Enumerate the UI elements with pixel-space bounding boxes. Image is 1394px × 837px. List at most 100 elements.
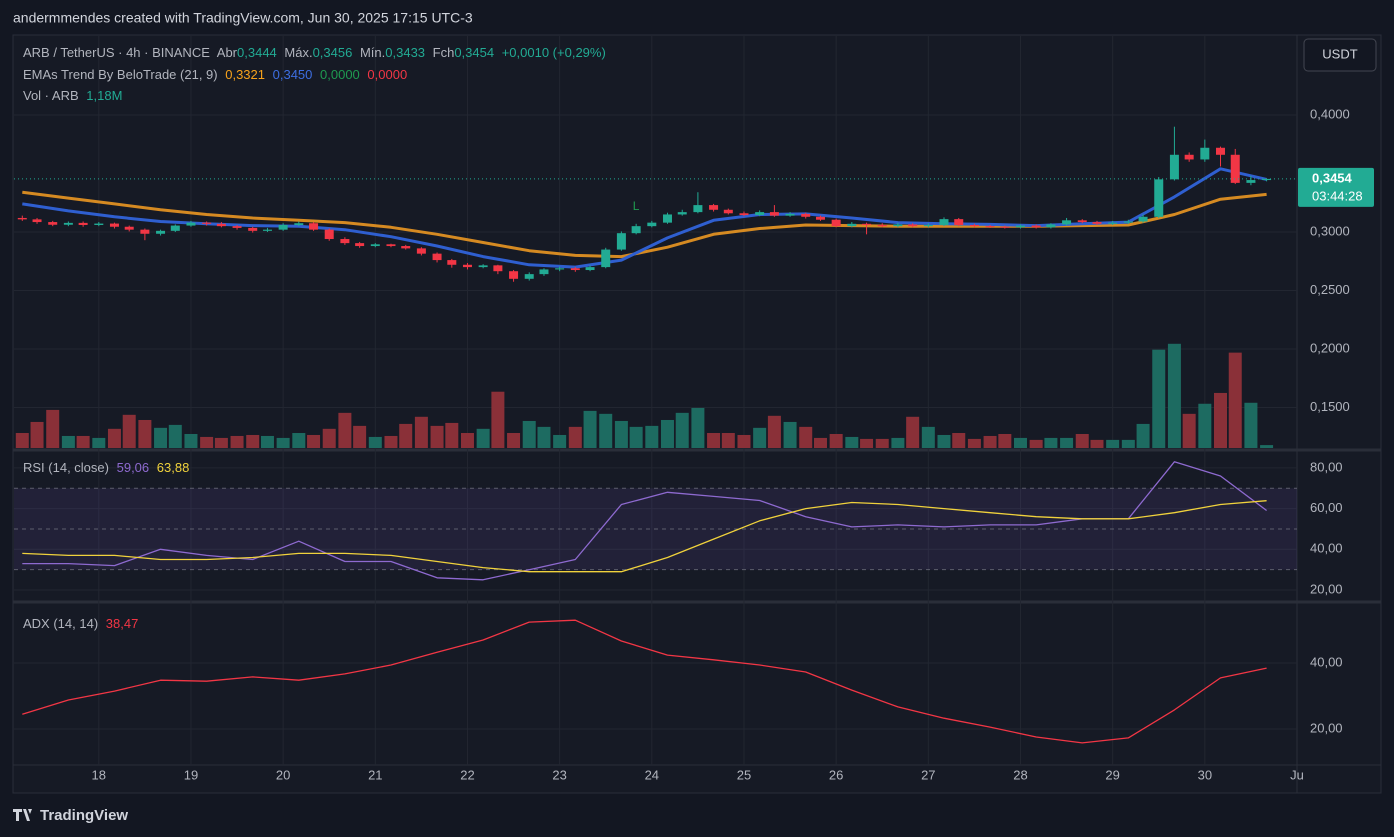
indicator-value: 0,0000	[320, 67, 360, 82]
volume-bar	[92, 437, 106, 448]
y-tick-label: 20,00	[1310, 720, 1343, 735]
volume-bar	[1121, 439, 1135, 448]
volume-bar	[1013, 437, 1027, 448]
candle-body	[355, 243, 365, 247]
candle-body	[1262, 178, 1272, 181]
y-tick-label: 0,3000	[1310, 223, 1350, 238]
candle-body	[340, 239, 350, 244]
high-label: Máx.	[284, 45, 313, 60]
y-tick-label: 80,00	[1310, 459, 1343, 474]
x-tick-label: 22	[460, 767, 474, 782]
volume-bar	[338, 412, 352, 448]
candle-body	[1077, 220, 1087, 223]
volume-bar	[445, 422, 459, 448]
y-tick-label: 0,2000	[1310, 340, 1350, 355]
candle-body	[923, 224, 933, 227]
volume-bar	[491, 391, 505, 448]
candle-body	[124, 226, 134, 230]
candle-body	[447, 260, 457, 265]
volume-bar	[246, 434, 260, 448]
candle-body	[478, 265, 488, 268]
high-value: 0,3456	[312, 45, 353, 60]
volume-bar	[1228, 352, 1242, 448]
volume-bar	[691, 407, 705, 448]
candle-body	[1062, 220, 1072, 225]
indicator-line	[22, 619, 1267, 744]
annotation: L	[633, 199, 640, 213]
candle-body	[416, 248, 426, 254]
candle-body	[432, 253, 442, 261]
candle-body	[785, 213, 795, 216]
volume-bar	[460, 433, 474, 448]
volume-bar	[921, 426, 935, 448]
candle-body	[248, 227, 258, 231]
volume-bar	[107, 428, 121, 448]
volume-bar	[860, 438, 874, 448]
volume-bar	[967, 438, 981, 448]
volume-bar	[645, 425, 659, 448]
indicator-line	[22, 500, 1267, 573]
volume-bar	[507, 433, 521, 448]
candle-body	[755, 212, 765, 216]
candle-body	[309, 223, 319, 230]
y-tick-label: 20,00	[1310, 581, 1343, 596]
candle-body	[140, 229, 150, 234]
candle-body	[647, 222, 657, 227]
volume-bar	[875, 438, 889, 448]
x-tick-label: 21	[368, 767, 382, 782]
volume-bar	[1167, 343, 1181, 448]
footer-brand: TradingView	[40, 807, 128, 824]
candle-body	[370, 244, 380, 247]
currency-button-label[interactable]: USDT	[1322, 46, 1357, 61]
candle-body	[462, 264, 472, 268]
candle-body	[278, 224, 288, 230]
volume-bar	[1213, 392, 1227, 448]
candle-body	[893, 224, 903, 227]
low-value: 0,3433	[385, 45, 426, 60]
volume-bar	[599, 413, 613, 448]
volume-bar	[906, 416, 920, 448]
volume-bar	[368, 436, 382, 448]
candle-body	[969, 224, 979, 227]
volume-bar	[154, 427, 168, 448]
volume-bar	[1044, 437, 1058, 448]
volume-bar	[998, 433, 1012, 448]
x-tick-label: 20	[276, 767, 290, 782]
x-tick-label: 30	[1198, 767, 1212, 782]
indicator-value: 0,0000	[367, 67, 408, 82]
volume-name: Vol · ARB	[23, 88, 79, 103]
volume-bar	[707, 433, 721, 448]
candle-body	[985, 226, 995, 228]
x-tick-label: 26	[829, 767, 843, 782]
volume-bar	[799, 426, 813, 448]
volume-bar	[1029, 439, 1043, 448]
candle-body	[1123, 221, 1133, 223]
rsi-ma-value: 63,88	[156, 460, 190, 475]
volume-bar	[583, 410, 597, 448]
candle-body	[63, 222, 73, 225]
y-tick-label: 0,4000	[1310, 106, 1350, 121]
open-value: 0,3444	[237, 45, 277, 60]
candle-body	[1246, 180, 1256, 183]
candle-body	[386, 244, 396, 247]
candle-body	[723, 209, 733, 214]
candle-body	[156, 230, 166, 234]
volume-bar	[46, 409, 60, 448]
volume-legend: Vol · ARB 1,18M	[23, 88, 126, 103]
candle-body	[78, 222, 88, 225]
currency-button[interactable]	[1303, 38, 1377, 72]
candle-body	[1000, 226, 1010, 228]
indicator-legend: EMAs Trend By BeloTrade (21, 9) 0,3321 0…	[23, 67, 411, 82]
y-tick-label: 40,00	[1310, 541, 1343, 556]
x-tick-label: 23	[552, 767, 566, 782]
volume-bar	[353, 425, 367, 448]
candle-body	[262, 229, 272, 231]
close-label: Fch	[432, 45, 455, 60]
indicator-line	[22, 461, 1267, 581]
y-tick-label: 60,00	[1310, 500, 1343, 515]
candle-body	[1138, 216, 1148, 222]
candle-body	[1015, 225, 1025, 228]
volume-bar	[829, 433, 843, 448]
candle-body	[616, 233, 626, 250]
candle-body	[1184, 154, 1194, 160]
